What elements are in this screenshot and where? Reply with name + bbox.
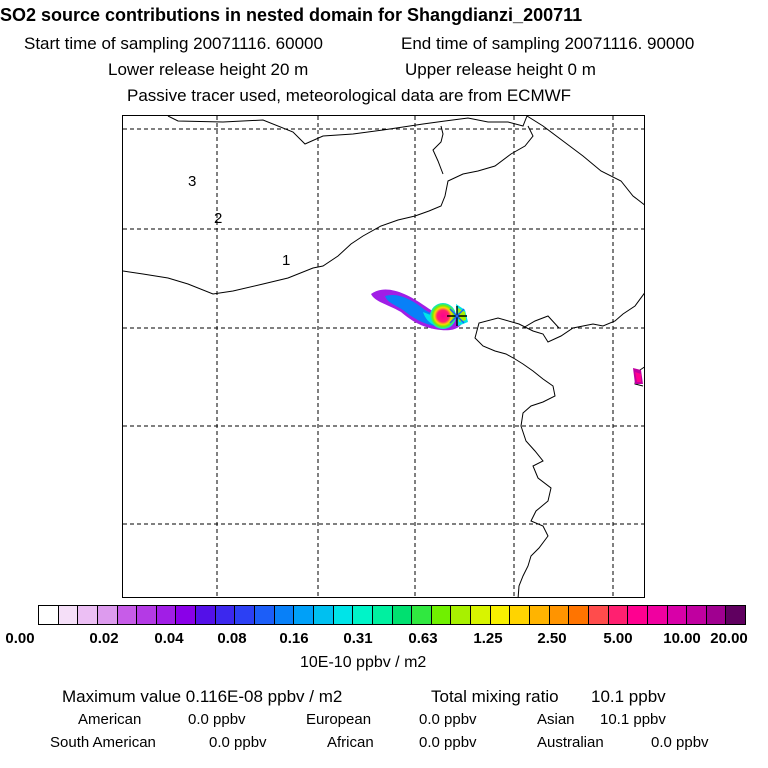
tracer-note-label: Passive tracer used, meteorological data… — [127, 86, 572, 105]
colorbar-tick-label: 2.50 — [537, 630, 567, 647]
star-marker-icon — [447, 306, 467, 326]
coastlines — [123, 116, 644, 597]
region-asian-name: Asian — [537, 711, 575, 728]
colorbar-swatch — [333, 606, 354, 624]
colorbar-swatch — [117, 606, 138, 624]
colorbar-swatch — [176, 606, 197, 624]
colorbar-tick-label: 0.08 — [217, 630, 247, 647]
colorbar-swatch — [667, 606, 688, 624]
colorbar-swatch — [58, 606, 79, 624]
border-spur — [432, 125, 444, 175]
contour-label-2: 2 — [214, 210, 222, 227]
colorbar-tick-label: 0.31 — [343, 630, 373, 647]
colorbar-swatch — [235, 606, 256, 624]
colorbar-tick-label: 0.04 — [154, 630, 184, 647]
border-east — [526, 116, 644, 206]
colorbar-swatch — [353, 606, 373, 624]
start-time-label: Start time of sampling 20071116. 60000 — [24, 34, 323, 53]
colorbar-swatch — [569, 606, 589, 624]
colorbar-tick-label: 0.02 — [89, 630, 119, 647]
region-asian-value: 10.1 ppbv — [600, 711, 666, 728]
region-australian-value: 0.0 ppbv — [651, 734, 709, 751]
lower-release-height-label: Lower release height 20 m — [108, 60, 309, 79]
map-panel: 3 2 1 — [122, 115, 645, 598]
colorbar — [38, 605, 746, 625]
colorbar-swatch — [588, 606, 609, 624]
max-value-label: Maximum value 0.116E-08 ppbv / m2 — [62, 687, 343, 706]
region-australian-name: Australian — [537, 734, 604, 751]
colorbar-swatch — [431, 606, 452, 624]
colorbar-swatch — [490, 606, 511, 624]
region-southamerican-name: South American — [50, 734, 156, 751]
map-canvas: 3 2 1 — [123, 116, 644, 597]
region-european-name: European — [306, 711, 372, 728]
colorbar-swatch — [392, 606, 413, 624]
colorbar-tick-label: 0.00 — [5, 630, 35, 647]
end-time-label: End time of sampling 20071116. 90000 — [401, 34, 695, 53]
map-grid — [123, 116, 644, 597]
colorbar-tick-label: 0.63 — [408, 630, 438, 647]
colorbar-swatch — [255, 606, 275, 624]
colorbar-tick-label: 5.00 — [603, 630, 633, 647]
region-american-name: American — [78, 711, 142, 728]
colorbar-swatch — [294, 606, 314, 624]
region-american-value: 0.0 ppbv — [188, 711, 246, 728]
colorbar-swatch — [647, 606, 668, 624]
colorbar-swatch — [313, 606, 334, 624]
colorbar-tick-label: 0.16 — [279, 630, 309, 647]
colorbar-tick-label: 1.25 — [473, 630, 503, 647]
colorbar-swatch — [608, 606, 629, 624]
colorbar-swatch — [628, 606, 648, 624]
region-european-value: 0.0 ppbv — [419, 711, 477, 728]
colorbar-units: 10E-10 ppbv / m2 — [300, 654, 427, 671]
contour-label-3: 3 — [188, 173, 196, 190]
colorbar-swatch — [687, 606, 707, 624]
colorbar-swatch — [451, 606, 472, 624]
colorbar-swatch — [39, 606, 59, 624]
colorbar-swatch — [78, 606, 98, 624]
colorbar-swatch — [471, 606, 491, 624]
colorbar-swatch — [97, 606, 118, 624]
total-mixing-value: 10.1 ppbv — [591, 687, 666, 706]
coastline-east — [474, 292, 644, 597]
colorbar-swatch — [274, 606, 295, 624]
map-title: SO2 source contributions in nested domai… — [0, 5, 583, 25]
colorbar-tick-label: 10.00 — [663, 630, 701, 647]
upper-release-height-label: Upper release height 0 m — [405, 60, 596, 79]
contour-label-1: 1 — [282, 252, 290, 269]
colorbar-swatch — [372, 606, 393, 624]
colorbar-swatch — [510, 606, 531, 624]
region-african-name: African — [327, 734, 374, 751]
colorbar-swatch — [156, 606, 177, 624]
region-southamerican-value: 0.0 ppbv — [209, 734, 267, 751]
colorbar-swatch — [549, 606, 570, 624]
colorbar-swatch — [530, 606, 550, 624]
total-mixing-label: Total mixing ratio — [431, 687, 559, 706]
colorbar-swatch — [137, 606, 157, 624]
region-african-value: 0.0 ppbv — [419, 734, 477, 751]
border-inner — [123, 125, 534, 295]
border-north — [167, 116, 528, 145]
colorbar-swatch — [196, 606, 216, 624]
pollution-plume — [371, 289, 643, 384]
colorbar-swatch — [706, 606, 727, 624]
peninsula — [522, 315, 560, 329]
colorbar-swatch — [412, 606, 432, 624]
colorbar-tick-label: 20.00 — [710, 630, 748, 647]
colorbar-swatch — [215, 606, 236, 624]
colorbar-swatch — [726, 606, 746, 624]
